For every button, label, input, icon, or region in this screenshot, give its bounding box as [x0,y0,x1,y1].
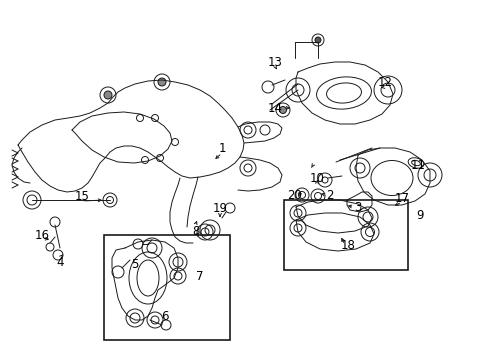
Text: 18: 18 [340,239,355,252]
Circle shape [104,91,112,99]
Text: 12: 12 [377,76,392,89]
Text: 17: 17 [394,192,408,204]
Circle shape [279,107,286,113]
Text: 6: 6 [161,310,168,324]
Circle shape [158,78,165,86]
Text: 16: 16 [35,229,49,242]
Text: 5: 5 [131,258,139,271]
Text: 20: 20 [287,189,302,202]
Text: 8: 8 [192,225,199,238]
Circle shape [314,37,320,43]
Bar [284,200,407,270]
Text: 10: 10 [309,171,324,185]
Text: 13: 13 [267,55,282,68]
Text: 15: 15 [74,189,89,202]
Text: 4: 4 [56,256,63,269]
Text: 11: 11 [409,158,425,171]
Bar [104,235,229,340]
Text: 9: 9 [415,208,423,221]
Text: 2: 2 [325,189,333,202]
Text: 7: 7 [196,270,203,284]
Text: 14: 14 [267,102,282,114]
Text: 1: 1 [218,141,225,154]
Text: 19: 19 [212,202,227,215]
Text: 3: 3 [354,201,361,213]
